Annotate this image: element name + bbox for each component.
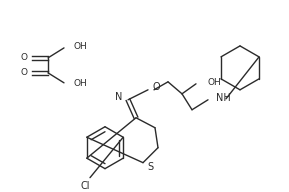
Text: OH: OH	[74, 42, 88, 51]
Text: N: N	[115, 92, 122, 102]
Text: Cl: Cl	[80, 181, 90, 191]
Text: O: O	[21, 68, 28, 77]
Text: OH: OH	[74, 79, 88, 88]
Text: OH: OH	[208, 78, 222, 87]
Text: O: O	[153, 82, 161, 92]
Text: NH: NH	[216, 93, 231, 103]
Text: S: S	[147, 162, 153, 172]
Text: O: O	[21, 53, 28, 62]
